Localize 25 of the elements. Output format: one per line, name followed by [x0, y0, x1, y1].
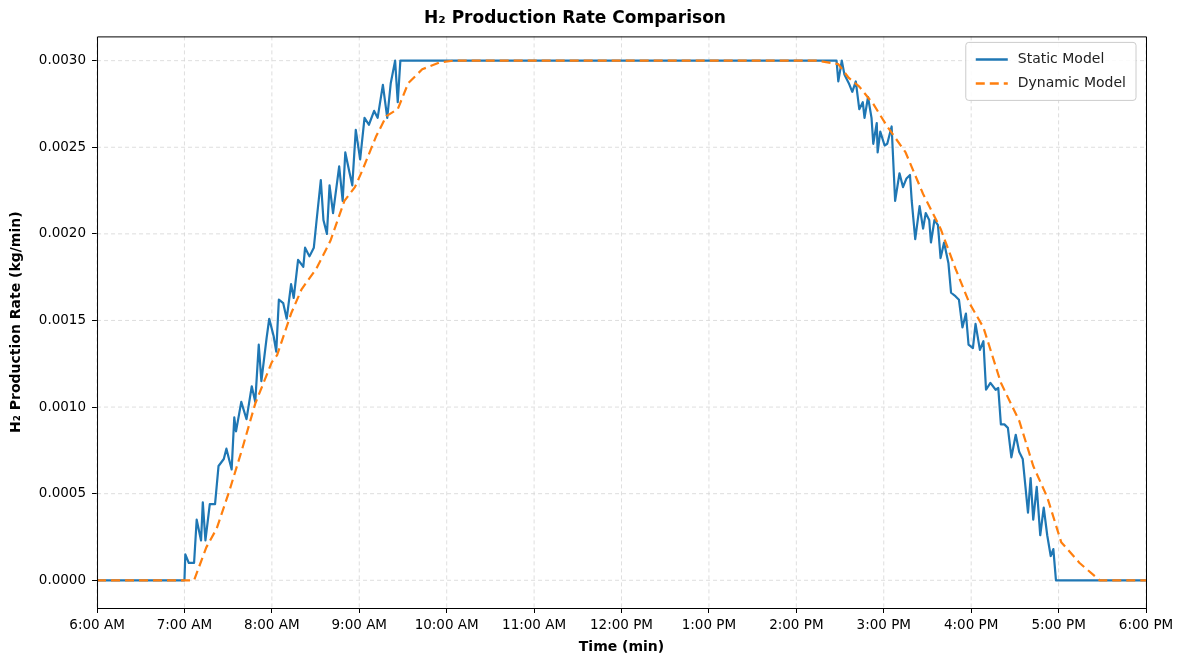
x-tick-label: 4:00 PM: [943, 615, 999, 632]
x-tick-label: 8:00 AM: [244, 615, 300, 632]
y-tick-label: 0.0005: [38, 484, 87, 501]
y-tick-label: 0.0010: [38, 397, 87, 414]
y-tick-label: 0.0015: [38, 310, 87, 327]
y-axis-title: H₂ Production Rate (kg/min): [7, 211, 24, 434]
x-tick-label: 3:00 PM: [856, 615, 911, 632]
y-tick-label: 0.0000: [38, 570, 87, 587]
x-tick-label: 10:00 AM: [414, 615, 479, 632]
y-tick-label: 0.0020: [38, 224, 87, 241]
x-tick-label: 12:00 PM: [590, 615, 654, 632]
x-tick-label: 5:00 PM: [1031, 615, 1086, 632]
x-tick-label: 6:00 AM: [69, 615, 125, 632]
y-tick-label: 0.0030: [38, 51, 87, 68]
chart-title: H₂ Production Rate Comparison: [424, 6, 726, 27]
legend-label: Dynamic Model: [1017, 74, 1127, 91]
legend-label: Static Model: [1017, 50, 1105, 67]
x-tick-label: 7:00 AM: [156, 615, 213, 632]
x-tick-label: 1:00 PM: [681, 615, 737, 632]
x-tick-label: 11:00 AM: [502, 615, 567, 632]
x-axis-title: Time (min): [578, 638, 665, 655]
y-tick-label: 0.0025: [38, 137, 87, 154]
x-tick-label: 2:00 PM: [769, 615, 824, 632]
x-tick-label: 9:00 AM: [331, 615, 388, 632]
x-tick-label: 6:00 PM: [1118, 615, 1174, 632]
